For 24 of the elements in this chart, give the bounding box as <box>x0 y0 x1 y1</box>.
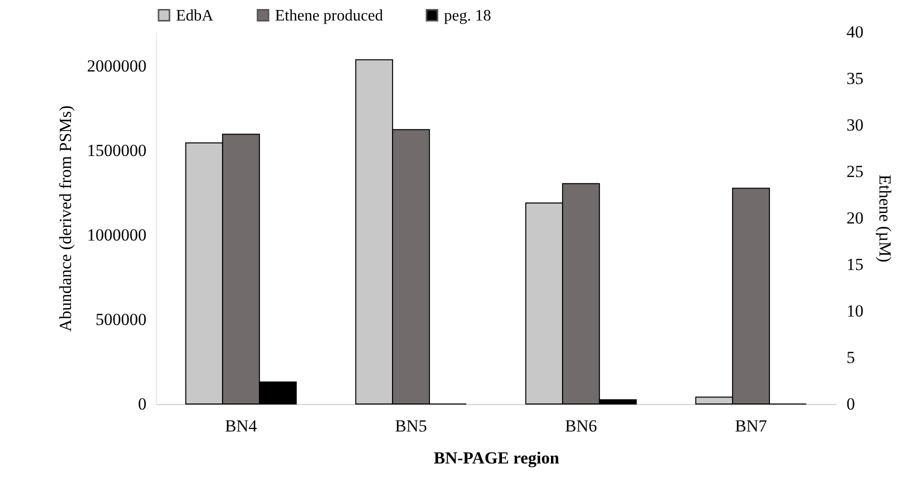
x-axis-title: BN-PAGE region <box>434 448 560 468</box>
y-tick-label: 500000 <box>96 310 146 329</box>
x-tick-label: BN4 <box>224 416 258 436</box>
y2-tick-label: 20 <box>846 208 864 228</box>
legend-label: EdbA <box>176 7 214 24</box>
y2-tick-label: 5 <box>846 348 855 367</box>
y2-tick-label: 15 <box>846 255 864 274</box>
y2-axis-title: Ethene (µM) <box>876 174 894 262</box>
y-tick-label: 1500000 <box>87 140 146 160</box>
x-tick-label: BN5 <box>394 416 428 436</box>
y-tick-label: 2000000 <box>87 56 146 76</box>
x-tick-label: BN7 <box>734 416 768 436</box>
y-tick-label: 0 <box>138 394 146 414</box>
y2-tick-label: 0 <box>846 394 855 414</box>
y2-tick-label: 35 <box>846 69 864 88</box>
y2-tick-label: 25 <box>846 162 864 181</box>
y2-tick-label: 30 <box>846 116 864 134</box>
x-tick-label: BN6 <box>564 416 598 436</box>
y2-tick-label: 10 <box>846 302 864 320</box>
legend-label: peg. 18 <box>444 7 492 24</box>
legend-label: Ethene produced <box>275 7 383 24</box>
y-tick-label: 1000000 <box>87 225 146 244</box>
y-axis-title: Abundance (derived from PSMs) <box>56 105 75 332</box>
y2-tick-label: 40 <box>846 22 864 42</box>
